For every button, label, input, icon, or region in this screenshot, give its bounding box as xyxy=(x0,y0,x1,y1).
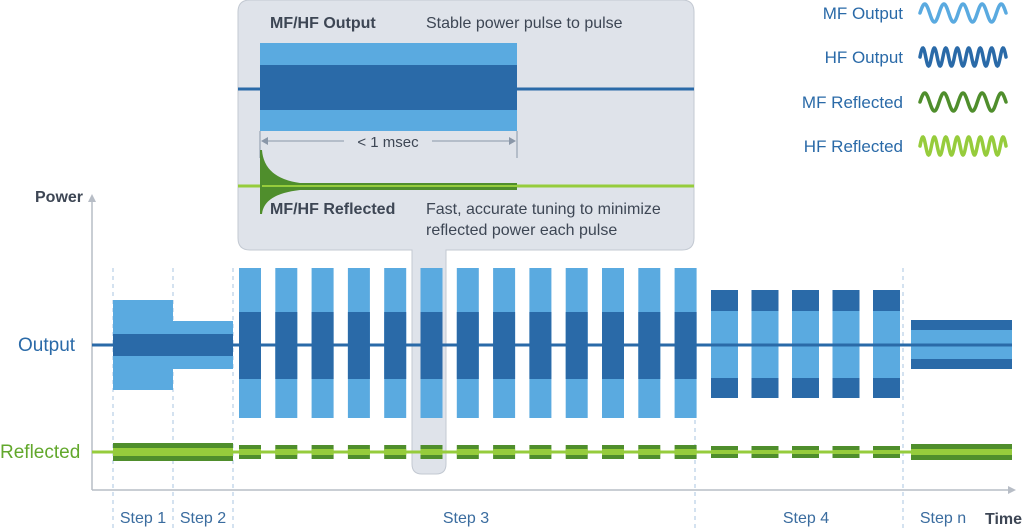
callout-reflected-desc-line2: reflected power each pulse xyxy=(426,222,617,239)
mf-reflected-wave-icon xyxy=(918,91,1008,113)
step-1-label: Step 1 xyxy=(120,510,166,527)
callout-output-desc: Stable power pulse to pulse xyxy=(426,15,623,32)
y-axis-arrow xyxy=(88,194,96,202)
step-2-label: Step 2 xyxy=(180,510,226,527)
callout-hf-output-pulse xyxy=(260,65,517,110)
duration-arrowhead-left xyxy=(261,137,268,145)
x-axis-arrow xyxy=(1008,486,1016,494)
hf-output-wave-icon xyxy=(918,45,1008,69)
legend-hf-output-label: HF Output xyxy=(825,48,904,67)
legend-mf-reflected-label: MF Reflected xyxy=(802,93,903,112)
legend-hf-reflected-label: HF Reflected xyxy=(804,137,903,156)
step-3-label: Step 3 xyxy=(443,510,489,527)
duration-label: < 1 msec xyxy=(357,134,419,151)
y-axis-label: Power xyxy=(35,189,83,206)
hf-reflected-wave-icon xyxy=(918,134,1008,158)
callout-reflected-desc-line1: Fast, accurate tuning to minimize xyxy=(426,201,661,218)
legend-mf-output-label: MF Output xyxy=(823,4,904,23)
pulse-train xyxy=(113,268,1012,461)
duration-arrowhead-right xyxy=(509,137,516,145)
x-axis-label: Time xyxy=(985,511,1022,528)
mf-output-wave-icon xyxy=(918,2,1008,24)
reflected-row-label: Reflected xyxy=(0,442,80,463)
output-row-label: Output xyxy=(18,335,76,356)
callout-reflected-title: MF/HF Reflected xyxy=(270,201,395,218)
step-n-label: Step n xyxy=(920,510,966,527)
callout-hf-reflected-pulse xyxy=(262,185,517,187)
step-4-label: Step 4 xyxy=(783,510,829,527)
legend: MF Output HF Output MF Reflected HF Refl… xyxy=(802,2,1008,158)
callout-output-title: MF/HF Output xyxy=(270,15,376,32)
